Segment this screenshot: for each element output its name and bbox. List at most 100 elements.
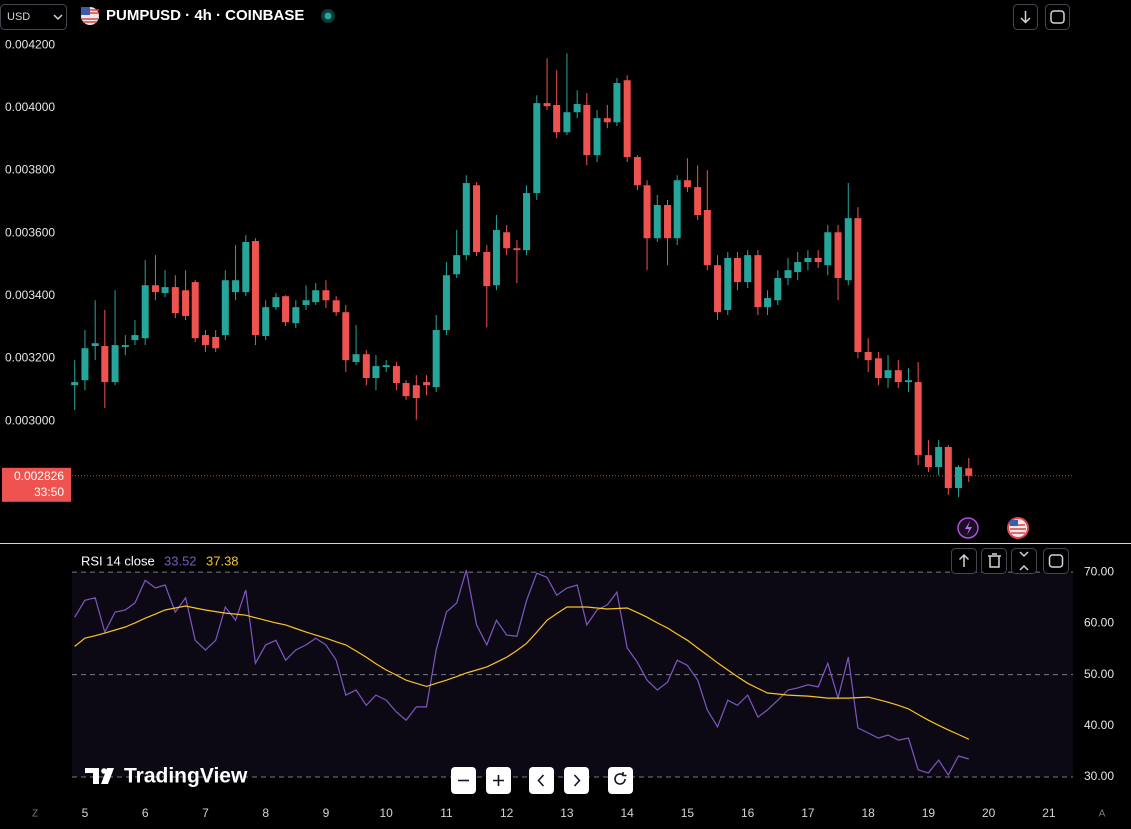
candle-body xyxy=(212,336,220,349)
candle-body xyxy=(111,345,119,383)
candle-body xyxy=(81,348,89,381)
x-tick-label: 20 xyxy=(982,806,996,820)
candle-body xyxy=(794,262,802,273)
zoom-controls xyxy=(451,767,633,794)
watermark-logo-dot xyxy=(101,768,107,774)
y-tick-label: 0.003800 xyxy=(5,163,55,177)
currency-select[interactable] xyxy=(0,4,67,30)
candle-body xyxy=(583,105,591,156)
fullscreen-button[interactable] xyxy=(1045,4,1070,30)
candle-body xyxy=(101,346,109,383)
candle-body xyxy=(221,280,229,336)
x-tick-label: 10 xyxy=(380,806,394,820)
candle-body xyxy=(824,232,832,266)
candle-body xyxy=(462,183,470,256)
candle-body xyxy=(724,257,732,310)
collapse-button[interactable] xyxy=(1011,548,1037,574)
candle-body xyxy=(423,382,431,386)
candle-body xyxy=(965,468,973,476)
x-tick-label: 15 xyxy=(681,806,695,820)
last-price-label: 0.002826 xyxy=(14,469,64,483)
candle-body xyxy=(262,307,270,337)
fullscreen-icon xyxy=(1050,10,1065,24)
candle-body xyxy=(643,185,651,239)
footer-z: Z xyxy=(32,809,38,820)
scroll-left-button[interactable] xyxy=(529,767,554,794)
reset-button[interactable] xyxy=(608,767,633,794)
zoom-in-icon xyxy=(493,775,504,786)
x-tick-label: 11 xyxy=(440,806,453,820)
candle-body xyxy=(744,255,752,283)
candle-body xyxy=(623,80,631,158)
y-tick-label: 0.003600 xyxy=(5,225,55,239)
candle-body xyxy=(392,366,400,384)
candle-body xyxy=(352,354,360,363)
candle-body xyxy=(322,290,330,301)
y-tick-label: 40.00 xyxy=(1084,718,1114,732)
rsi-ma-value: 37.38 xyxy=(206,553,239,568)
footer-a: A xyxy=(1099,809,1106,820)
maximize-button[interactable] xyxy=(1043,548,1069,574)
candle-body xyxy=(563,112,571,133)
candle-body xyxy=(282,296,290,323)
candle-body xyxy=(703,210,711,266)
y-tick-label: 60.00 xyxy=(1084,616,1114,630)
y-tick-label: 0.004200 xyxy=(5,37,55,51)
x-tick-label: 18 xyxy=(861,806,875,820)
candle-body xyxy=(121,345,129,347)
currency: USD xyxy=(7,11,30,23)
candle-body xyxy=(302,300,310,305)
candle-body xyxy=(844,218,852,281)
candle-body xyxy=(593,118,601,156)
symbol-title: PUMPUSD · 4h · COINBASE xyxy=(106,7,304,24)
x-tick-label: 13 xyxy=(560,806,574,820)
scroll-right-button[interactable] xyxy=(564,767,589,794)
x-tick-label: 6 xyxy=(142,806,149,820)
candle-body xyxy=(191,282,199,339)
candle-body xyxy=(784,270,792,279)
x-tick-label: 21 xyxy=(1042,806,1056,820)
y-tick-label: 0.003000 xyxy=(5,413,55,427)
event-icon-bolt xyxy=(965,521,972,535)
candle-body xyxy=(312,290,320,303)
candle-body xyxy=(232,280,240,293)
candle-body xyxy=(503,232,511,249)
candle-body xyxy=(924,455,932,468)
candle-body xyxy=(432,330,440,388)
candle-body xyxy=(91,343,99,347)
reset-icon xyxy=(614,772,627,785)
countdown: 33:50 xyxy=(34,485,64,499)
status-dot xyxy=(324,12,332,20)
candle-body xyxy=(694,187,702,216)
candle-body xyxy=(523,193,531,251)
x-tick-label: 19 xyxy=(922,806,936,820)
candle-body xyxy=(251,241,259,336)
maximize-icon xyxy=(1048,554,1064,568)
plots: 0.003000 0.003200 0.003400 0.003600 0.003800… xyxy=(0,37,1114,820)
candle-body xyxy=(483,252,491,287)
indicator-title: RSI 14 close xyxy=(81,553,155,568)
candle-body xyxy=(664,204,672,239)
candle-body xyxy=(513,248,521,251)
candle-body xyxy=(332,300,340,313)
top-bar: USD PUMPUSD · 4h · COINBASE xyxy=(0,4,1070,30)
candle-body xyxy=(533,103,541,194)
candle-body xyxy=(492,230,500,286)
x-tick-label: 9 xyxy=(323,806,330,820)
candle-body xyxy=(914,382,922,456)
candle-body xyxy=(442,275,450,331)
dropdown-arrow xyxy=(53,14,63,21)
x-tick-label: 16 xyxy=(741,806,755,820)
rsi-toolbar xyxy=(951,548,1069,574)
candle-body xyxy=(201,335,209,346)
candle-body xyxy=(944,446,952,489)
candle-body xyxy=(412,385,420,399)
candle-body xyxy=(382,365,390,368)
candle-body xyxy=(151,285,159,293)
candle-body xyxy=(161,287,169,294)
delete-button[interactable] xyxy=(981,548,1007,574)
y-tick-label: 0.003400 xyxy=(5,288,55,302)
candle-body xyxy=(573,104,581,113)
